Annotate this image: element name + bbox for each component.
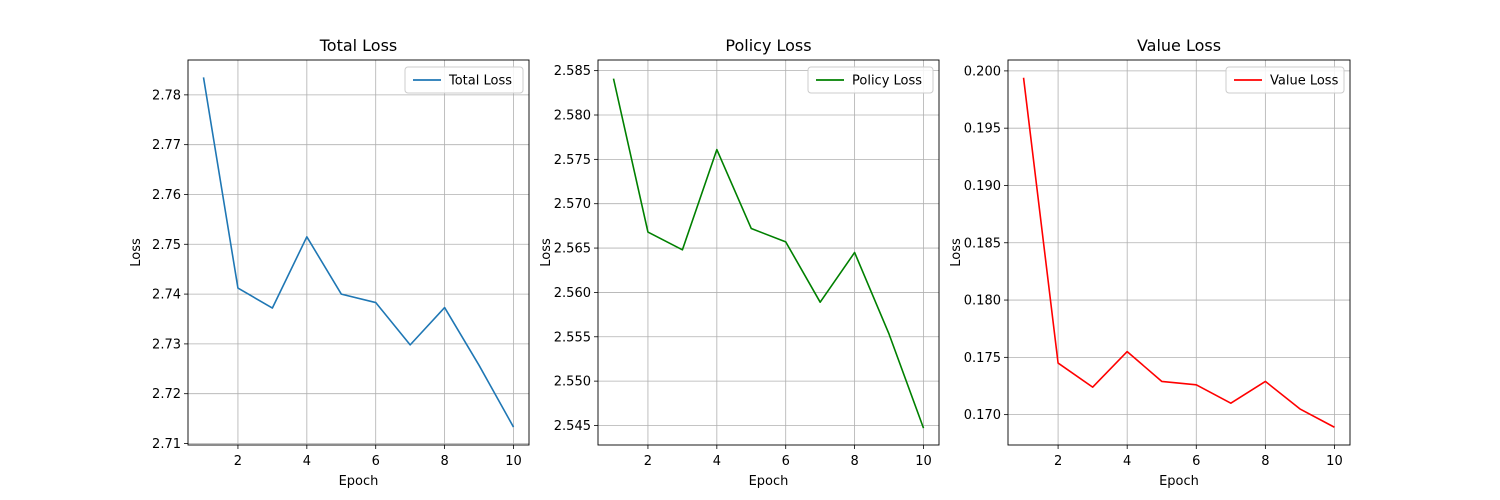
series-line-policy-loss xyxy=(612,78,925,429)
legend: Policy Loss xyxy=(807,66,934,94)
y-tick-label: 2.73 xyxy=(152,337,181,352)
x-tick-label: 2 xyxy=(644,454,652,469)
plot-frame xyxy=(1007,59,1351,446)
chart-title: Total Loss xyxy=(319,36,398,55)
y-axis-label: Loss xyxy=(129,238,144,267)
legend-box xyxy=(404,66,524,94)
chart-panel-1: 2 4 6 8 10 2.71 2.72 2.73 2.74 2.75 2.76 2.77 2.78 To… xyxy=(129,36,530,489)
x-tick-label: 6 xyxy=(1192,454,1200,469)
y-tick-label: 0.180 xyxy=(964,294,1001,309)
y-tick-label: 0.195 xyxy=(964,122,1001,137)
legend-box xyxy=(807,66,934,94)
legend-label: Value Loss xyxy=(1270,74,1339,89)
x-tick-label: 6 xyxy=(372,454,380,469)
y-tick-label: 2.555 xyxy=(554,330,591,345)
y-tick-label: 2.560 xyxy=(554,286,591,301)
legend: Value Loss xyxy=(1225,66,1345,94)
y-tick-label: 0.175 xyxy=(964,351,1001,366)
legend: Total Loss xyxy=(404,66,524,94)
y-tick-label: 2.72 xyxy=(152,387,181,402)
x-tick-label: 10 xyxy=(915,454,932,469)
y-tick-label: 2.77 xyxy=(152,138,181,153)
y-tick-label: 2.570 xyxy=(554,197,591,212)
x-axis-label: Epoch xyxy=(749,474,789,489)
plot-frame xyxy=(187,59,530,446)
x-tick-label: 10 xyxy=(1326,454,1343,469)
y-tick-label: 2.565 xyxy=(554,242,591,257)
y-axis-label: Loss xyxy=(539,238,554,267)
x-tick-label: 6 xyxy=(782,454,790,469)
x-tick-label: 2 xyxy=(1054,454,1062,469)
x-axis-label: Epoch xyxy=(1159,474,1199,489)
y-tick-label: 2.550 xyxy=(554,375,591,390)
y-tick-label: 0.190 xyxy=(964,179,1001,194)
x-tick-label: 4 xyxy=(1123,454,1131,469)
y-tick-label: 0.170 xyxy=(964,408,1001,423)
y-tick-label: 2.75 xyxy=(152,238,181,253)
x-axis-label: Epoch xyxy=(339,474,379,489)
series-line-total-loss xyxy=(202,77,515,428)
y-tick-label: 2.71 xyxy=(152,437,181,452)
x-tick-label: 4 xyxy=(303,454,311,469)
y-tick-label: 2.545 xyxy=(554,419,591,434)
y-tick-label: 2.580 xyxy=(554,109,591,124)
x-tick-label: 8 xyxy=(440,454,448,469)
y-tick-label: 2.78 xyxy=(152,88,181,103)
y-tick-label: 2.74 xyxy=(152,288,181,303)
legend-label: Total Loss xyxy=(448,74,512,89)
chart-panel-2: 2 4 6 8 10 2.545 2.550 2.555 2.560 2.565 2.570 2.57… xyxy=(539,36,940,489)
x-tick-label: 2 xyxy=(234,454,242,469)
series-line-value-loss xyxy=(1022,77,1335,428)
y-tick-label: 2.76 xyxy=(152,188,181,203)
legend-label: Policy Loss xyxy=(852,74,922,89)
chart-panel-3: 2 4 6 8 10 0.170 0.175 0.180 0.185 0.190 0.195 0.20… xyxy=(949,36,1351,489)
x-tick-label: 8 xyxy=(850,454,858,469)
x-tick-label: 8 xyxy=(1261,454,1269,469)
chart-title: Policy Loss xyxy=(725,36,811,55)
y-tick-label: 0.185 xyxy=(964,236,1001,251)
x-tick-label: 4 xyxy=(713,454,721,469)
plot-frame xyxy=(597,59,940,446)
legend-box xyxy=(1225,66,1345,94)
chart-title: Value Loss xyxy=(1137,36,1221,55)
y-tick-label: 2.585 xyxy=(554,64,591,79)
x-tick-label: 10 xyxy=(505,454,522,469)
y-axis-label: Loss xyxy=(949,238,964,267)
y-tick-label: 0.200 xyxy=(964,64,1001,79)
y-tick-label: 2.575 xyxy=(554,153,591,168)
